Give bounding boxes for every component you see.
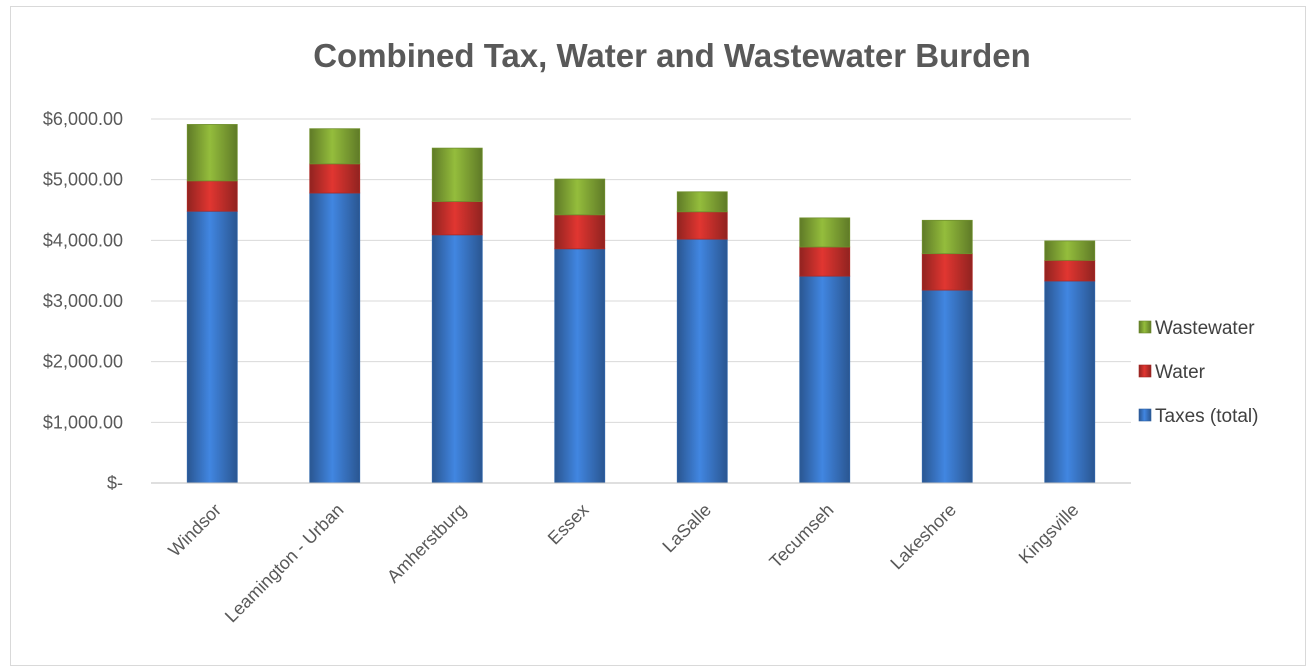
x-tick-label: Lakeshore xyxy=(886,500,960,574)
bar-segment-wastewater xyxy=(921,219,973,255)
bar-segment-taxes-total xyxy=(921,289,973,484)
bar-segment-water xyxy=(1044,259,1096,282)
x-tick-label: Tecumseh xyxy=(765,500,837,572)
bar-segment-wastewater xyxy=(676,191,728,213)
y-tick-label: $- xyxy=(107,473,123,493)
bar-segment-wastewater xyxy=(1044,240,1096,261)
bar-stack xyxy=(431,147,483,484)
bar-segment-taxes-total xyxy=(554,248,606,484)
chart-title: Combined Tax, Water and Wastewater Burde… xyxy=(313,37,1031,74)
bar-stack xyxy=(309,128,361,484)
bar-segment-taxes-total xyxy=(186,210,238,484)
legend-label: Water xyxy=(1155,362,1206,383)
bar-segment-taxes-total xyxy=(309,192,361,484)
y-tick-label: $5,000.00 xyxy=(43,170,123,190)
y-tick-label: $6,000.00 xyxy=(43,109,123,129)
bar-segment-water xyxy=(921,253,973,291)
x-tick-label: LaSalle xyxy=(658,500,715,557)
bar-stack xyxy=(676,191,728,484)
legend: Wastewater Water Taxes (total) xyxy=(1138,318,1258,427)
bar-segment-taxes-total xyxy=(1044,280,1096,484)
x-tick-label: Kingsville xyxy=(1015,500,1083,568)
bar-stack xyxy=(186,124,238,484)
bar-segment-taxes-total xyxy=(676,238,728,484)
legend-item: Wastewater xyxy=(1138,318,1255,339)
bar-segment-water xyxy=(676,211,728,240)
bar-segment-water xyxy=(799,246,851,277)
x-tick-label: Essex xyxy=(544,500,593,549)
bar-segment-taxes-total xyxy=(799,275,851,484)
bar-stack xyxy=(799,217,851,484)
legend-swatch xyxy=(1138,364,1152,378)
legend-item: Water xyxy=(1138,362,1206,383)
y-tick-label: $2,000.00 xyxy=(43,352,123,372)
bar-segment-water xyxy=(554,214,606,250)
bar-stack xyxy=(1044,240,1096,484)
chart-frame: Combined Tax, Water and Wastewater Burde… xyxy=(10,6,1306,666)
y-axis-ticks: $- $1,000.00 $2,000.00 $3,000.00 $4,000.00 $5… xyxy=(43,109,123,493)
bar-segment-wastewater xyxy=(186,124,238,182)
bar-stack xyxy=(554,178,606,484)
bar-segment-water xyxy=(431,201,483,236)
bar-segment-water xyxy=(309,163,361,194)
bar-segment-wastewater xyxy=(431,147,483,202)
x-tick-label: Windsor xyxy=(164,500,225,561)
y-tick-label: $3,000.00 xyxy=(43,291,123,311)
x-tick-label: Leamington - Urban xyxy=(221,500,348,627)
bar-segment-wastewater xyxy=(799,217,851,248)
bar-segment-taxes-total xyxy=(431,234,483,484)
bar-segment-wastewater xyxy=(309,128,361,165)
bar-stack xyxy=(921,219,973,484)
legend-swatch xyxy=(1138,408,1152,422)
y-tick-label: $1,000.00 xyxy=(43,412,123,432)
x-tick-label: Amherstburg xyxy=(383,500,470,587)
legend-item: Taxes (total) xyxy=(1138,406,1258,427)
y-tick-label: $4,000.00 xyxy=(43,230,123,250)
gridlines xyxy=(151,118,1131,423)
legend-label: Wastewater xyxy=(1155,318,1255,339)
legend-swatch xyxy=(1138,320,1152,334)
bars xyxy=(186,124,1096,484)
bar-segment-wastewater xyxy=(554,178,606,216)
bar-segment-water xyxy=(186,180,238,212)
chart-canvas: Combined Tax, Water and Wastewater Burde… xyxy=(43,37,1259,627)
legend-label: Taxes (total) xyxy=(1155,406,1258,427)
